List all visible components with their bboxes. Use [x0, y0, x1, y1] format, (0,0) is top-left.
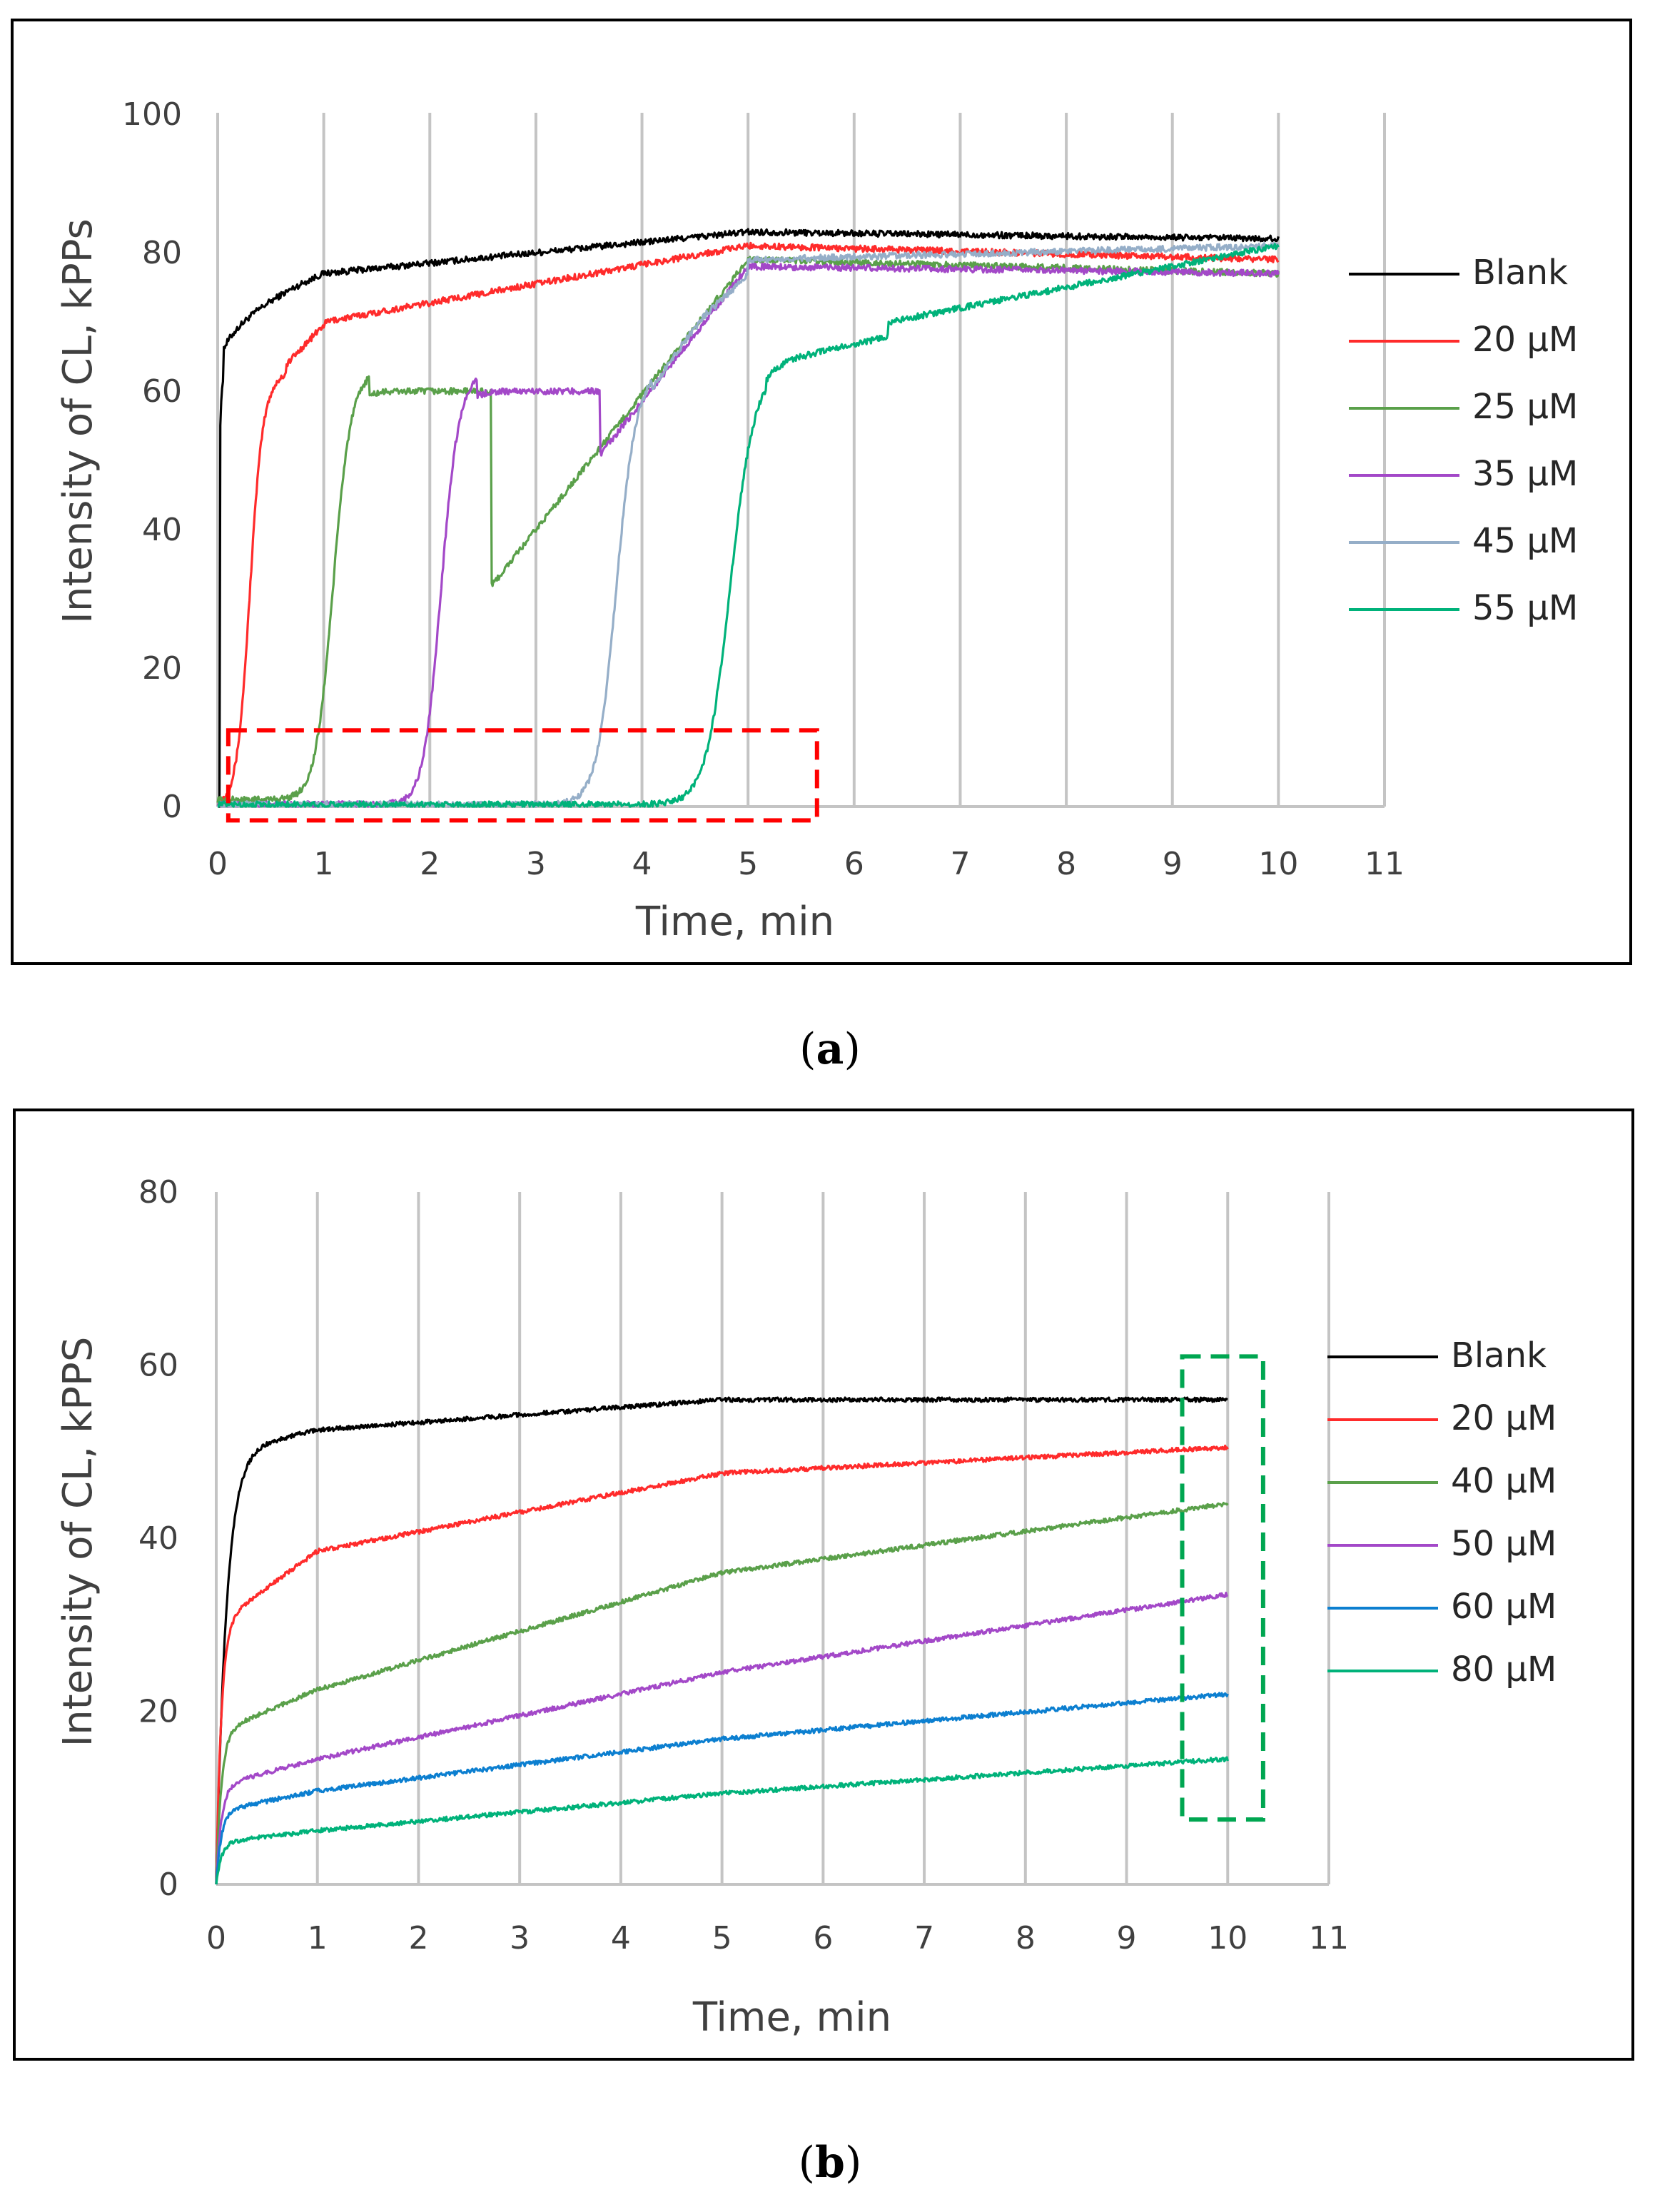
panel-a-x-tick-label: 8 — [1056, 846, 1076, 882]
panel-a-legend-label: Blank — [1472, 253, 1568, 293]
panel-b-x-tick-label: 2 — [408, 1920, 428, 1956]
panel-a: 0 20 40 60 80 100 0 1 2 3 4 5 6 7 8 9 10 11 Time, min In… — [11, 19, 1632, 965]
panel-a-series — [216, 228, 1280, 808]
panel-a-y-tick-label: 0 — [162, 789, 182, 825]
panel-a-x-tick-label: 4 — [632, 846, 652, 882]
panel-b-x-tick-label: 8 — [1016, 1920, 1036, 1956]
panel-b-legend-label: 40 μM — [1451, 1461, 1557, 1501]
panel-b-series-line — [215, 1502, 1229, 1885]
panel-b-y-tick-label: 20 — [138, 1694, 178, 1730]
panel-b-x-axis-title: Time, min — [692, 1994, 891, 2041]
panel-b-legend-label: 50 μM — [1451, 1524, 1557, 1564]
panel-a-series-line — [216, 241, 1280, 806]
panel-b-legend-label: 60 μM — [1451, 1587, 1557, 1627]
panel-a-y-ticks: 0 20 40 60 80 100 — [122, 96, 182, 825]
panel-b-label-close: ) — [845, 2138, 861, 2188]
panel-a-series-line — [217, 243, 1280, 808]
panel-a-label-open: ( — [799, 1024, 816, 1074]
panel-a-x-axis-title: Time, min — [635, 899, 834, 945]
panel-a-y-tick-label: 20 — [142, 650, 182, 687]
panel-b-x-tick-label: 5 — [712, 1920, 732, 1956]
panel-a-legend-label: 45 μM — [1472, 521, 1578, 561]
panel-b-legend-label: Blank — [1451, 1335, 1547, 1375]
panel-b-series-line — [215, 1396, 1228, 1885]
panel-b-gridlines — [215, 1192, 1330, 1886]
panel-a-legend-label: 55 μM — [1472, 588, 1578, 628]
panel-b-y-tick-label: 0 — [158, 1867, 178, 1903]
panel-a-x-tick-label: 2 — [420, 846, 440, 882]
panel-a-y-tick-label: 60 — [142, 373, 182, 410]
panel-a-y-tick-label: 40 — [142, 512, 182, 548]
panel-a-gridlines — [216, 113, 1386, 808]
panel-a-x-tick-label: 0 — [208, 846, 228, 882]
panel-b-y-axis-title: Intensity of CL, kPPS — [55, 1337, 101, 1747]
panel-b-series — [215, 1396, 1229, 1885]
panel-a-y-axis-title: Intensity of CL, kPPs — [55, 218, 101, 623]
panel-a-x-tick-label: 3 — [526, 846, 546, 882]
panel-a-x-tick-label: 1 — [314, 846, 334, 882]
panel-b-x-tick-label: 1 — [308, 1920, 328, 1956]
panel-b-y-tick-label: 80 — [138, 1174, 178, 1211]
panel-a-label-letter: a — [816, 1024, 844, 1074]
panel-b-x-ticks: 0 1 2 3 4 5 6 7 8 9 10 11 — [206, 1920, 1349, 1956]
panel-b-x-tick-label: 11 — [1309, 1920, 1349, 1956]
panel-a-y-tick-label: 80 — [142, 235, 182, 271]
panel-b-label-open: ( — [799, 2138, 815, 2188]
panel-a-x-tick-label: 10 — [1258, 846, 1298, 882]
panel-a-highlight-box — [226, 728, 819, 823]
panel-b-y-tick-label: 60 — [138, 1348, 178, 1384]
panel-b-y-ticks: 0 20 40 60 80 — [138, 1174, 178, 1903]
panel-a-frame — [11, 19, 1632, 965]
panel-b-x-tick-label: 9 — [1117, 1920, 1137, 1956]
panel-b-x-tick-label: 7 — [914, 1920, 934, 1956]
panel-b-x-tick-label: 4 — [611, 1920, 631, 1956]
panel-b-y-tick-label: 40 — [138, 1520, 178, 1557]
panel-b-legend: Blank 20 μM 40 μM 50 μM 60 μM 80 μM — [1327, 1335, 1557, 1690]
panel-b: 0 20 40 60 80 0 1 2 3 4 5 6 7 8 9 10 11 Time, min Inten… — [13, 1108, 1634, 2061]
panel-a-y-tick-label: 100 — [122, 96, 182, 133]
panel-a-x-ticks: 0 1 2 3 4 5 6 7 8 9 10 11 — [208, 846, 1405, 882]
panel-b-x-tick-label: 6 — [813, 1920, 833, 1956]
panel-b-highlight-box — [1180, 1354, 1265, 1822]
panel-b-series-line — [215, 1591, 1228, 1885]
panel-a-label: (a) — [799, 1024, 861, 1074]
panel-a-x-tick-label: 11 — [1365, 846, 1405, 882]
panel-a-x-tick-label: 6 — [844, 846, 864, 882]
panel-b-legend-label: 20 μM — [1451, 1398, 1557, 1438]
panel-a-label-close: ) — [844, 1024, 860, 1074]
panel-a-x-tick-label: 5 — [738, 846, 758, 882]
panel-b-series-line — [215, 1444, 1229, 1885]
panel-a-legend-label: 25 μM — [1472, 387, 1578, 427]
panel-b-x-tick-label: 10 — [1208, 1920, 1247, 1956]
panel-b-frame — [13, 1108, 1634, 2061]
panel-b-label: (b) — [799, 2138, 862, 2188]
panel-b-label-letter: b — [815, 2138, 845, 2188]
panel-b-x-tick-label: 3 — [510, 1920, 530, 1956]
panel-a-legend: Blank 20 μM 25 μM 35 μM 45 μM 55 μM — [1349, 253, 1578, 628]
panel-b-legend-label: 80 μM — [1451, 1650, 1557, 1690]
panel-a-legend-label: 35 μM — [1472, 454, 1578, 494]
panel-a-x-tick-label: 7 — [950, 846, 970, 882]
panel-b-series-line — [215, 1756, 1229, 1885]
panel-a-x-tick-label: 9 — [1163, 846, 1183, 882]
panel-b-x-tick-label: 0 — [206, 1920, 226, 1956]
panel-a-series-line — [217, 228, 1280, 808]
panel-b-series-line — [215, 1692, 1229, 1885]
panel-a-legend-label: 20 μM — [1472, 320, 1578, 360]
